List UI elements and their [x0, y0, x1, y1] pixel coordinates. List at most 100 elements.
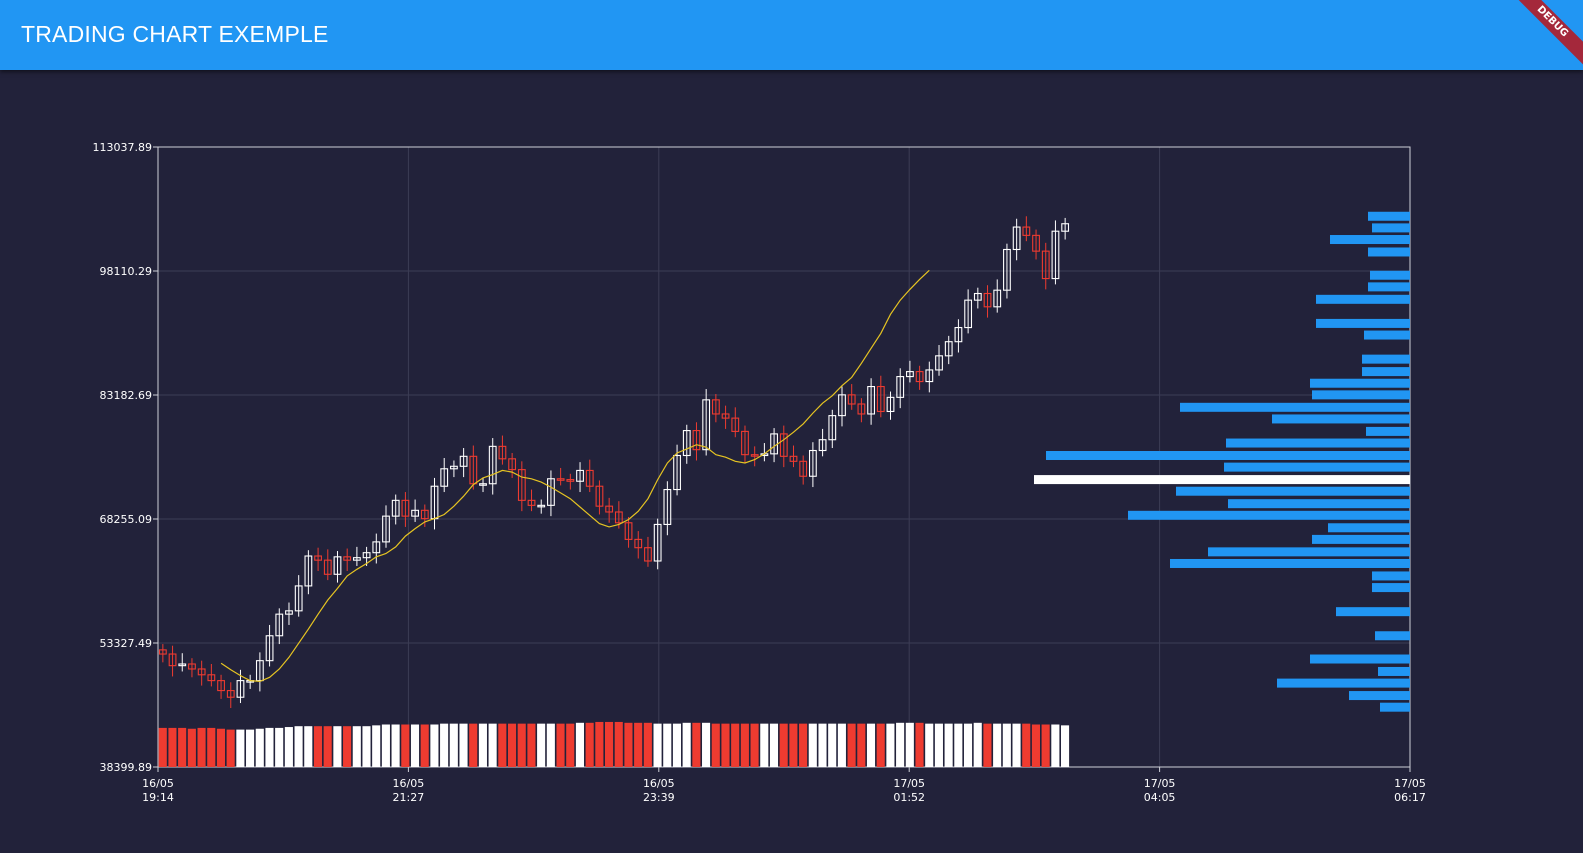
volume-profile-bar: [1046, 450, 1410, 460]
volume-bar: [197, 727, 206, 767]
candle-body: [401, 499, 410, 517]
volume-profile-bar: [1330, 235, 1410, 245]
volume-bar: [944, 723, 953, 767]
candle-body: [634, 538, 643, 549]
candle-body: [789, 455, 798, 462]
candle-body: [236, 680, 245, 698]
volume-bar: [226, 729, 235, 767]
volume-bar: [866, 723, 876, 767]
volume-bar: [216, 728, 226, 767]
y-tick-label: 53327.49: [100, 637, 153, 650]
candle-body: [440, 468, 449, 487]
candle-body: [964, 299, 973, 329]
volume-bar: [702, 722, 711, 767]
volume-bar: [857, 723, 866, 767]
volume-profile-bar: [1370, 270, 1410, 280]
x-tick-date: 16/05: [393, 777, 425, 790]
volume-bar: [808, 723, 817, 767]
candle-body: [566, 479, 575, 482]
volume-profile-bar: [1364, 330, 1410, 340]
volume-bar: [517, 723, 526, 767]
candle-body: [799, 460, 808, 477]
volume-bar: [876, 723, 885, 767]
volume-bar: [769, 723, 779, 767]
volume-bar: [488, 723, 497, 767]
volume-bar: [1051, 724, 1060, 767]
app-bar: TRADING CHART EXEMPLE DEBUG: [0, 0, 1583, 70]
volume-profile-bar: [1316, 294, 1410, 304]
volume-bar: [905, 722, 914, 767]
candle-body: [886, 396, 895, 413]
volume-bar: [1060, 725, 1070, 767]
candle-body: [741, 430, 749, 456]
x-tick-time: 21:27: [393, 791, 425, 804]
volume-bar: [507, 723, 517, 767]
candle-body: [624, 522, 633, 540]
volume-bar: [284, 727, 293, 767]
candle-body: [285, 610, 293, 615]
candle-body: [1022, 226, 1031, 236]
candle-body: [197, 668, 206, 676]
volume-profile-bar: [1362, 367, 1410, 377]
y-tick-label: 83182.69: [100, 389, 153, 402]
volume-bar: [624, 722, 633, 767]
candle-body: [323, 559, 332, 575]
candle-body: [1061, 223, 1070, 232]
volume-bar: [1012, 723, 1021, 767]
volume-profile-bar: [1310, 378, 1410, 388]
candle-body: [867, 385, 876, 415]
debug-banner: DEBUG: [1500, 0, 1583, 70]
candle-body: [954, 327, 963, 343]
candle-body: [731, 417, 740, 432]
volume-profile-bar: [1176, 486, 1410, 496]
volume-bar: [837, 723, 846, 767]
app-title: TRADING CHART EXEMPLE: [21, 21, 329, 47]
trading-chart[interactable]: 113037.89 98110.29 83182.69 68255.09 53327.4…: [0, 70, 1583, 853]
candle-body: [498, 445, 507, 460]
volume-bar: [847, 723, 856, 767]
volume-profile-bar: [1128, 510, 1410, 520]
candle-body: [459, 455, 468, 467]
candle-body: [585, 469, 594, 487]
volume-profile-bar: [1310, 654, 1410, 664]
candle-body: [488, 445, 497, 485]
volume-bar: [158, 727, 167, 767]
candle-body: [595, 485, 604, 507]
candle-body: [1032, 234, 1040, 252]
volume-bar: [915, 722, 924, 767]
volume-bar: [643, 722, 652, 767]
volume-bar: [410, 724, 420, 767]
candle-body: [508, 458, 517, 471]
volume-bar: [828, 723, 837, 767]
volume-bar: [614, 721, 623, 767]
volume-bar: [168, 727, 177, 767]
volume-profile-bar: [1372, 571, 1410, 581]
volume-profile-bar: [1368, 282, 1410, 292]
volume-bar: [886, 723, 895, 767]
volume-profile-bar: [1277, 678, 1410, 688]
volume-profile-bar: [1312, 534, 1410, 544]
volume-bar: [255, 728, 264, 767]
volume-bar: [760, 723, 769, 767]
candle-body: [808, 449, 817, 477]
candle-body: [847, 394, 856, 405]
candle-body: [711, 399, 720, 415]
candle-body: [343, 556, 352, 561]
candle-body: [255, 660, 264, 682]
candle-body: [314, 555, 322, 561]
x-tick-time: 23:39: [643, 791, 675, 804]
volume-bar: [954, 723, 963, 767]
candle-body: [828, 415, 837, 441]
candle-body: [925, 369, 934, 383]
volume-bar: [750, 723, 759, 767]
moving-average-line: [220, 269, 930, 683]
volume-bar: [275, 727, 284, 767]
candle-body: [527, 499, 536, 506]
candle-body: [750, 454, 759, 457]
candle-body: [265, 635, 274, 662]
volume-bar: [304, 726, 313, 767]
candle-body: [896, 376, 905, 398]
candle-body: [663, 489, 672, 525]
candle-body: [420, 509, 429, 520]
volume-bar: [731, 723, 740, 767]
